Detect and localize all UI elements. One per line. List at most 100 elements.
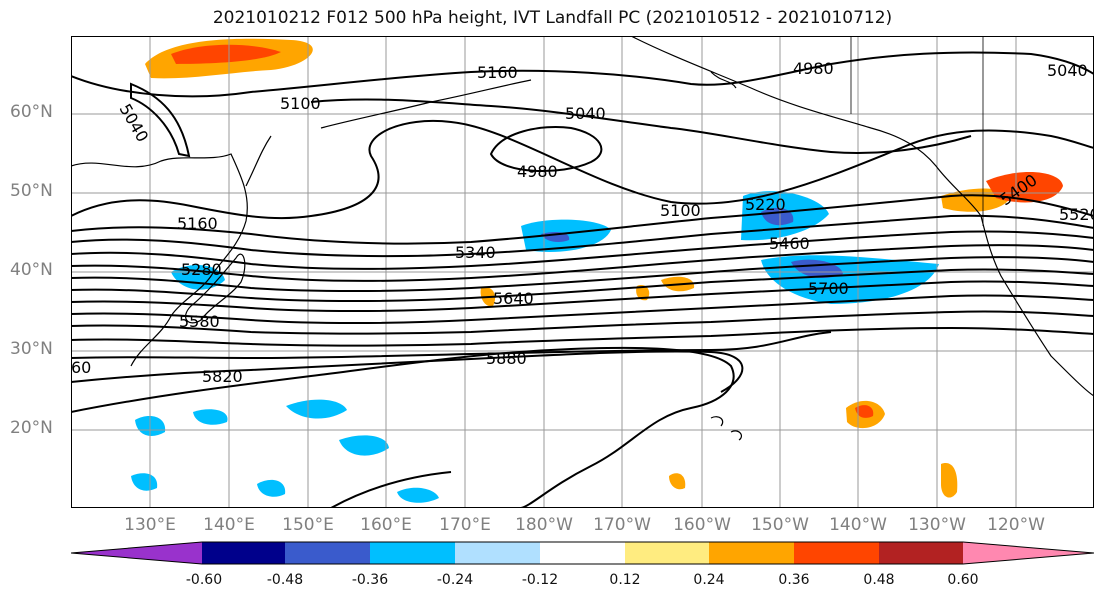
contour-5400	[71, 256, 1094, 292]
contour-5460	[71, 268, 1094, 302]
colorbar-cell-0	[71, 542, 202, 564]
coast-hawaii-2	[730, 430, 743, 441]
lon-label-130e: 130°E	[124, 515, 176, 535]
shade-positive-small-4	[669, 473, 686, 490]
contour-5820	[71, 350, 744, 393]
colorbar-cell-10	[963, 542, 1094, 564]
contour-5100	[71, 119, 1094, 220]
colorbar-tick-012: 0.12	[609, 572, 641, 588]
lon-label-150e: 150°E	[282, 515, 334, 535]
colorbar-cell-2	[285, 542, 370, 564]
coast-kamchatka	[245, 135, 272, 187]
lon-label-120w: 120°W	[987, 515, 1045, 535]
lon-label-150w: 150°W	[751, 515, 809, 535]
contour-label-5160-top: 5160	[477, 63, 518, 82]
coast-hawaii	[710, 416, 724, 427]
shade-negative-sw-5	[257, 479, 286, 497]
colorbar-cell-8	[794, 542, 879, 564]
contour-5760	[71, 331, 832, 360]
contour-5040-west	[130, 82, 191, 158]
colorbar-tick-024: 0.24	[693, 572, 725, 588]
colorbar-outline	[71, 541, 1094, 565]
contour-label-5040-east: 5040	[1047, 61, 1088, 80]
contour-label-5520: 5520	[1059, 205, 1094, 224]
shade-negative-sw-7	[131, 473, 158, 491]
contour-5160-north	[71, 51, 1094, 98]
lon-label-170w: 170°W	[593, 515, 651, 535]
colorbar-tick-048: 0.48	[863, 572, 895, 588]
contour-label-5100: 5100	[660, 201, 701, 220]
contour-label-5280: 5280	[181, 260, 222, 279]
colorbar-cell-3	[370, 542, 455, 564]
colorbar-tick-036: 0.36	[778, 572, 810, 588]
shade-negative-sw-3	[286, 399, 347, 419]
contour-5640	[71, 310, 1094, 335]
shade-positive-westcoast	[941, 188, 1011, 212]
colorbar-cell-9	[879, 542, 963, 564]
contour-label-5700: 5700	[808, 279, 849, 298]
contour-5340	[71, 244, 1094, 282]
colorbar-tick-060: 0.60	[947, 572, 979, 588]
map-frame	[71, 36, 1094, 508]
contour-label-4980-top: 4980	[793, 59, 834, 78]
shade-positive-small-5	[941, 463, 958, 498]
lon-label-160e: 160°E	[360, 515, 412, 535]
colorbar-cell-5	[540, 542, 625, 564]
contour-label-4980: 4980	[517, 162, 558, 181]
shade-negative-sw-2	[193, 409, 228, 425]
height-contours	[71, 51, 1094, 508]
colorbar-cells	[71, 541, 1094, 565]
colorbar-cell-6	[625, 542, 709, 564]
contour-5880	[71, 346, 735, 508]
shade-positive-hawaii-ne-core	[855, 405, 874, 418]
contour-5040	[310, 98, 972, 155]
contour-label-5040: 5040	[565, 104, 606, 123]
colorbar-tick-neg012: -0.12	[521, 572, 559, 588]
lon-label-140w: 140°W	[829, 515, 887, 535]
colorbar-tick-neg036: -0.36	[351, 572, 389, 588]
contour-5580	[71, 294, 1094, 324]
contour-label-5220: 5220	[745, 195, 786, 214]
contour-5280	[71, 230, 1094, 270]
contour-4980-closed	[489, 126, 603, 172]
colorbar-tick-neg060: -0.60	[185, 572, 223, 588]
contour-label-5160: 5160	[177, 214, 218, 233]
lat-label-40n: 40°N	[10, 260, 53, 280]
contour-label-5580: 5580	[179, 312, 220, 331]
lon-label-170e: 170°E	[439, 515, 491, 535]
map-plot: 5160 4980 5040 5100 5040 4980 5040 5100 …	[71, 36, 1094, 508]
map-title: 2021010212 F012 500 hPa height, IVT Land…	[212, 8, 893, 28]
lon-label-160w: 160°W	[673, 515, 731, 535]
colorbar-cell-1	[202, 542, 285, 564]
coast-alaska-peninsula	[710, 71, 737, 89]
contour-label-5340: 5340	[455, 243, 496, 262]
colorbar	[71, 541, 1094, 565]
lat-label-60n: 60°N	[10, 102, 53, 122]
lat-label-50n: 50°N	[10, 181, 53, 201]
coast-japan	[185, 253, 246, 324]
contour-label-5880: 5880	[486, 349, 527, 368]
coast-north-america	[630, 36, 1094, 397]
contour-5220	[71, 214, 1094, 258]
colorbar-cell-4	[455, 542, 540, 564]
shade-positive-westcoast-core	[986, 171, 1063, 203]
colorbar-tick-neg048: -0.48	[266, 572, 304, 588]
contour-5160	[71, 194, 1094, 245]
shade-negative-sw-6	[397, 487, 439, 503]
contour-5700	[71, 326, 1094, 347]
contour-5880-south	[330, 471, 452, 508]
colorbar-tick-neg024: -0.24	[436, 572, 474, 588]
lat-label-20n: 20°N	[10, 418, 53, 438]
lon-label-130w: 130°W	[908, 515, 966, 535]
contour-label-5100-west: 5100	[280, 94, 321, 113]
shade-positive-nw-core	[171, 44, 281, 64]
lat-label-30n: 30°N	[10, 339, 53, 359]
contour-label-edge: 60	[71, 358, 91, 377]
contour-label-5820: 5820	[202, 367, 243, 386]
lon-label-180w: 180°W	[515, 515, 573, 535]
contour-5520	[71, 280, 1094, 312]
shade-negative-sw-4	[339, 435, 389, 456]
shade-positive-small-2	[636, 285, 650, 301]
lon-label-140e: 140°E	[203, 515, 255, 535]
contour-label-5460: 5460	[769, 234, 810, 253]
